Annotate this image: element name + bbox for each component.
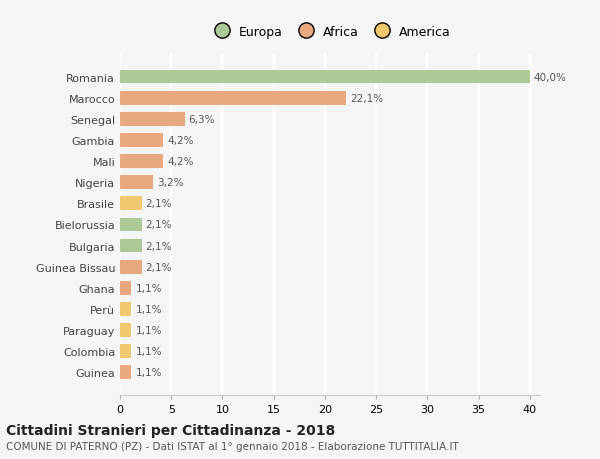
Text: 1,1%: 1,1%	[136, 325, 162, 335]
Bar	[120, 218, 142, 232]
Text: COMUNE DI PATERNO (PZ) - Dati ISTAT al 1° gennaio 2018 - Elaborazione TUTTITALIA: COMUNE DI PATERNO (PZ) - Dati ISTAT al 1…	[6, 441, 459, 451]
Bar	[120, 176, 153, 190]
Text: 2,1%: 2,1%	[146, 220, 172, 230]
Bar	[120, 112, 185, 126]
Bar	[120, 239, 142, 253]
Bar	[120, 324, 131, 337]
Text: 1,1%: 1,1%	[136, 347, 162, 356]
Text: 4,2%: 4,2%	[167, 157, 194, 167]
Bar	[120, 92, 346, 105]
Text: 1,1%: 1,1%	[136, 304, 162, 314]
Text: 2,1%: 2,1%	[146, 262, 172, 272]
Text: 2,1%: 2,1%	[146, 199, 172, 209]
Bar	[120, 302, 131, 316]
Text: 2,1%: 2,1%	[146, 241, 172, 251]
Text: 1,1%: 1,1%	[136, 283, 162, 293]
Bar	[120, 71, 530, 84]
Bar	[120, 260, 142, 274]
Bar	[120, 155, 163, 168]
Legend: Europa, Africa, America: Europa, Africa, America	[204, 21, 456, 44]
Bar	[120, 281, 131, 295]
Bar	[120, 134, 163, 147]
Text: Cittadini Stranieri per Cittadinanza - 2018: Cittadini Stranieri per Cittadinanza - 2…	[6, 423, 335, 437]
Bar	[120, 366, 131, 379]
Text: 22,1%: 22,1%	[350, 94, 383, 103]
Bar	[120, 345, 131, 358]
Text: 4,2%: 4,2%	[167, 135, 194, 146]
Text: 1,1%: 1,1%	[136, 368, 162, 377]
Text: 6,3%: 6,3%	[188, 115, 215, 124]
Text: 40,0%: 40,0%	[534, 73, 567, 82]
Bar	[120, 197, 142, 211]
Text: 3,2%: 3,2%	[157, 178, 184, 188]
